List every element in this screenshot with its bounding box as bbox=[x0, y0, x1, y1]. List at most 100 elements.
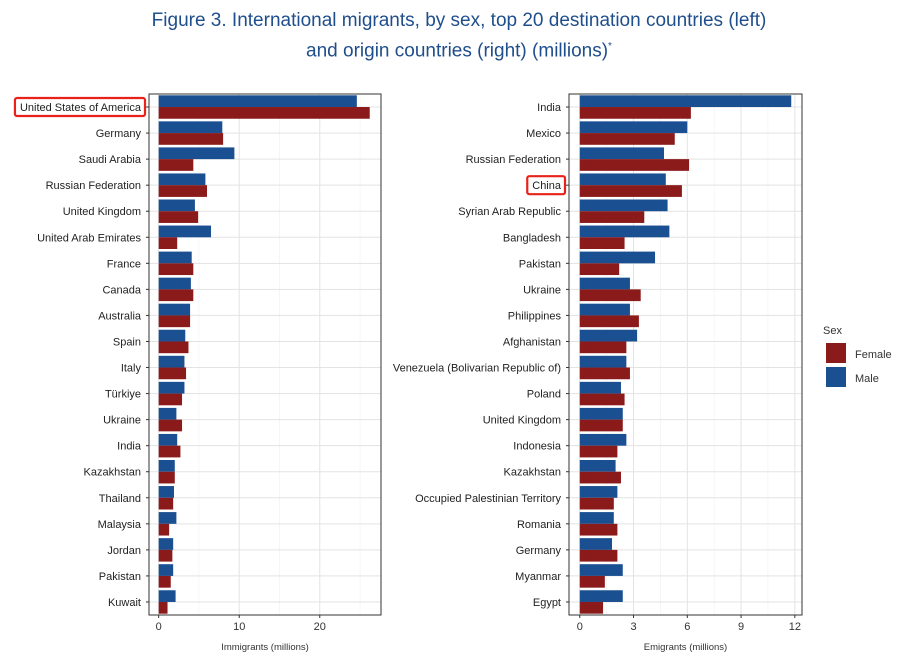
destination-category-label-italy: Italy bbox=[121, 363, 142, 375]
origin-bar-female-mexico bbox=[579, 133, 675, 145]
destination-bar-male-jordan bbox=[158, 538, 174, 550]
origin-bar-female-egypt bbox=[579, 601, 604, 614]
origin-bar-male-afghanistan bbox=[579, 329, 638, 342]
origin-bar-female-bangladesh bbox=[579, 237, 625, 249]
origin-category-label-syrian-arab-republic: Syrian Arab Republic bbox=[458, 206, 561, 218]
origin-bar-male-romania bbox=[579, 512, 614, 524]
origin-category-label-poland: Poland bbox=[527, 389, 561, 401]
destination-bar-female-thailand bbox=[158, 497, 174, 510]
destination-category-label-thailand: Thailand bbox=[99, 493, 141, 505]
origin-bar-male-pakistan bbox=[579, 251, 656, 264]
origin-bar-female-occupied-palestinian-territory bbox=[579, 497, 614, 510]
destination-bar-male-france bbox=[158, 251, 192, 264]
origin-bar-male-china bbox=[579, 173, 666, 186]
destination-bar-male-saudi-arabia bbox=[158, 147, 235, 160]
destination-category-label-united-kingdom: United Kingdom bbox=[63, 206, 141, 218]
origin-bar-female-russian-federation bbox=[579, 159, 690, 171]
destination-category-label-spain: Spain bbox=[113, 336, 141, 348]
legend-swatch-female bbox=[826, 343, 846, 363]
origin-category-label-afghanistan: Afghanistan bbox=[503, 336, 561, 348]
origin-bar-female-india bbox=[579, 107, 691, 119]
origin-category-label-romania: Romania bbox=[517, 519, 562, 531]
origin-category-label-ukraine: Ukraine bbox=[523, 284, 561, 296]
origin-bar-male-russian-federation bbox=[579, 147, 664, 160]
origin-x-tick-label: 9 bbox=[738, 621, 744, 633]
destination-category-label-united-states-of-america: United States of America bbox=[20, 102, 142, 114]
destination-bar-male-kuwait bbox=[158, 590, 176, 602]
origin-bar-male-syrian-arab-republic bbox=[579, 199, 668, 212]
destination-category-label-germany: Germany bbox=[96, 128, 142, 140]
origin-bar-male-egypt bbox=[579, 590, 623, 602]
origin-bar-male-venezuela-bolivarian-republic-of bbox=[579, 355, 627, 368]
origin-category-label-pakistan: Pakistan bbox=[519, 258, 561, 270]
origin-x-tick-label: 12 bbox=[789, 621, 801, 633]
origin-category-label-united-kingdom: United Kingdom bbox=[483, 415, 561, 427]
destination-category-label-united-arab-emirates: United Arab Emirates bbox=[37, 232, 141, 244]
destination-bar-female-kazakhstan bbox=[158, 471, 175, 484]
origin-x-tick-label: 3 bbox=[630, 621, 636, 633]
origin-bar-male-ukraine bbox=[579, 277, 630, 290]
origin-bar-male-bangladesh bbox=[579, 225, 670, 238]
destination-bar-male-united-arab-emirates bbox=[158, 225, 212, 238]
origin-bar-female-afghanistan bbox=[579, 341, 627, 354]
origin-bar-male-indonesia bbox=[579, 433, 627, 446]
origin-panel: India Mexico Russian Federation China Syrian… bbox=[393, 93, 803, 653]
chart-title-line-2: and origin countries (right) (millions)* bbox=[0, 34, 918, 64]
origin-bar-male-germany bbox=[579, 538, 613, 550]
origin-bar-female-china bbox=[579, 185, 682, 197]
chart-title: Figure 3. International migrants, by sex… bbox=[0, 8, 918, 64]
destination-bar-female-jordan bbox=[158, 549, 173, 562]
origin-bar-female-indonesia bbox=[579, 445, 618, 458]
destination-x-tick-label: 20 bbox=[314, 621, 326, 633]
destination-panel-border bbox=[148, 93, 382, 616]
destination-bar-male-italy bbox=[158, 355, 185, 368]
origin-category-label-indonesia: Indonesia bbox=[513, 441, 562, 453]
origin-bar-male-india bbox=[579, 95, 792, 108]
destination-bar-male-united-kingdom bbox=[158, 199, 195, 212]
destination-bar-female-italy bbox=[158, 367, 187, 380]
origin-bar-male-poland bbox=[579, 381, 621, 394]
destination-bar-male-ukraine bbox=[158, 407, 177, 420]
origin-category-label-egypt: Egypt bbox=[533, 597, 561, 609]
origin-plot-background bbox=[569, 94, 802, 615]
destination-bar-male-united-states-of-america bbox=[158, 95, 357, 108]
destination-bar-female-australia bbox=[158, 315, 191, 328]
origin-bar-male-mexico bbox=[579, 121, 688, 134]
destination-highlight-box bbox=[13, 96, 147, 118]
origin-x-tick-label: 6 bbox=[684, 621, 690, 633]
destination-bar-male-pakistan bbox=[158, 564, 174, 576]
destination-bar-male-kazakhstan bbox=[158, 460, 175, 472]
destination-category-label-india: India bbox=[117, 441, 142, 453]
destination-category-label-kazakhstan: Kazakhstan bbox=[84, 467, 141, 479]
origin-category-label-bangladesh: Bangladesh bbox=[503, 232, 561, 244]
origin-category-label-venezuela-bolivarian-republic-of: Venezuela (Bolivarian Republic of) bbox=[393, 363, 561, 375]
legend-title: Sex bbox=[823, 325, 842, 337]
destination-category-label-t-rkiye: Türkiye bbox=[105, 389, 141, 401]
destination-bar-female-malaysia bbox=[158, 523, 170, 536]
origin-bar-female-syrian-arab-republic bbox=[579, 211, 645, 223]
destination-bar-female-france bbox=[158, 263, 194, 276]
origin-category-label-myanmar: Myanmar bbox=[515, 571, 561, 583]
destination-category-label-pakistan: Pakistan bbox=[99, 571, 141, 583]
origin-bar-female-philippines bbox=[579, 315, 639, 328]
destination-category-label-malaysia: Malaysia bbox=[98, 519, 142, 531]
destination-bar-male-t-rkiye bbox=[158, 381, 185, 394]
origin-bar-female-kazakhstan bbox=[579, 471, 621, 484]
title-footnote-mark: * bbox=[608, 41, 612, 52]
destination-bar-female-canada bbox=[158, 289, 194, 302]
destination-x-tick-label: 10 bbox=[233, 621, 245, 633]
destination-bar-female-spain bbox=[158, 341, 189, 354]
chart-title-line-1: Figure 3. International migrants, by sex… bbox=[151, 10, 767, 31]
origin-bar-female-poland bbox=[579, 393, 625, 406]
destination-bar-female-pakistan bbox=[158, 575, 171, 588]
destination-bar-male-russian-federation bbox=[158, 173, 206, 186]
origin-bar-female-venezuela-bolivarian-republic-of bbox=[579, 367, 630, 380]
origin-category-label-russian-federation: Russian Federation bbox=[466, 154, 561, 166]
destination-bar-male-thailand bbox=[158, 486, 174, 498]
destination-bar-female-t-rkiye bbox=[158, 393, 183, 406]
origin-bar-female-pakistan bbox=[579, 263, 620, 276]
destination-category-label-jordan: Jordan bbox=[107, 545, 141, 557]
destination-x-axis-title: Immigrants (millions) bbox=[221, 642, 309, 653]
origin-bar-male-united-kingdom bbox=[579, 407, 623, 420]
destination-bar-female-kuwait bbox=[158, 601, 168, 614]
